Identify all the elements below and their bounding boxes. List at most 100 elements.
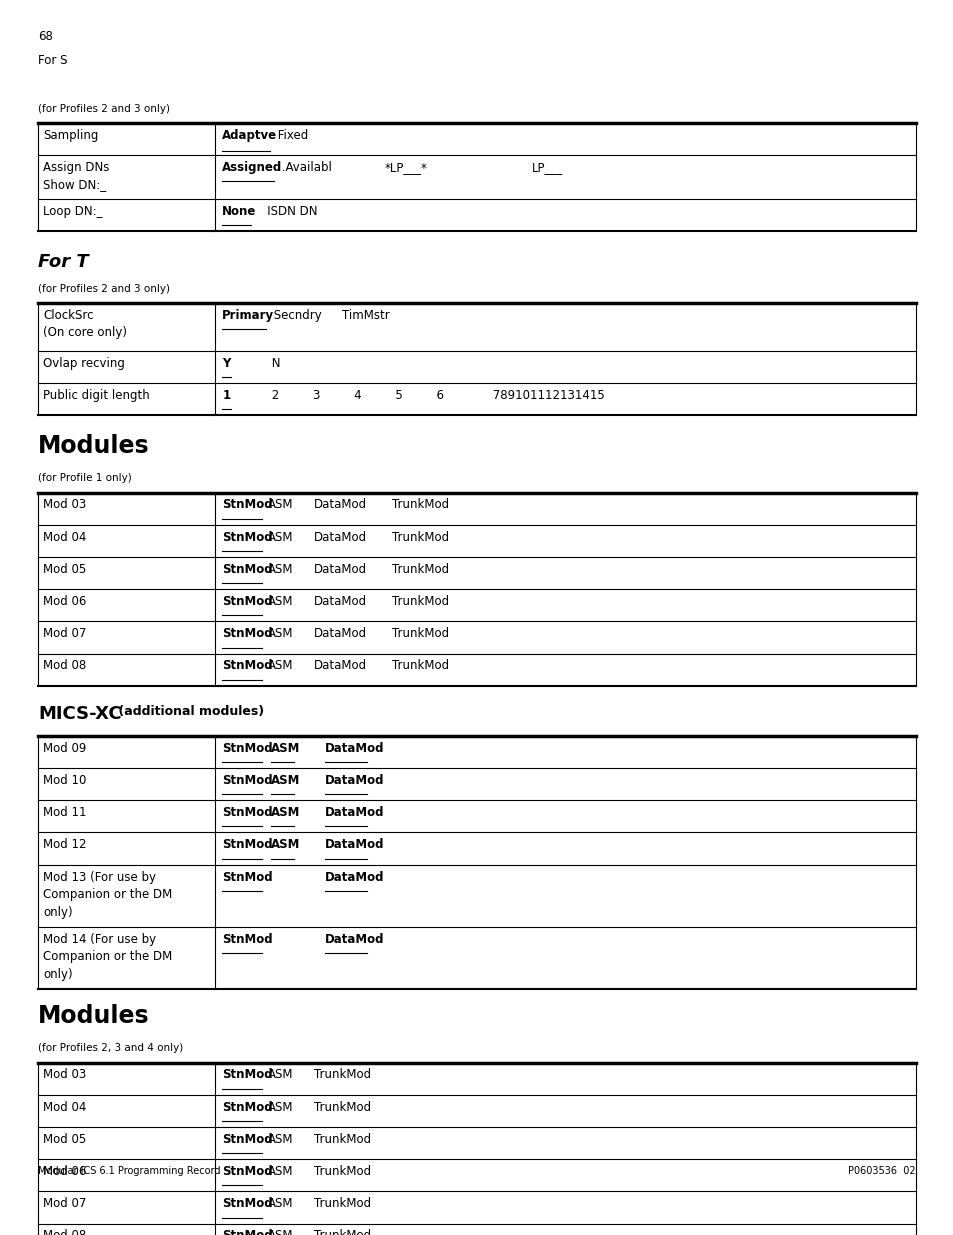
Text: (additional modules): (additional modules): [114, 705, 264, 718]
Text: DataMod: DataMod: [314, 595, 367, 608]
Text: StnMod: StnMod: [222, 563, 273, 576]
Text: MICS-XC: MICS-XC: [38, 705, 122, 722]
Text: Modular ICS 6.1 Programming Record: Modular ICS 6.1 Programming Record: [38, 1166, 220, 1176]
Text: TrunkMod: TrunkMod: [314, 1197, 371, 1210]
Text: Mod 05: Mod 05: [43, 1132, 86, 1146]
Text: 1: 1: [222, 389, 231, 401]
Text: Mod 07: Mod 07: [43, 1197, 86, 1210]
Text: Adaptve: Adaptve: [222, 128, 277, 142]
Text: StnMod: StnMod: [222, 659, 273, 673]
Text: only): only): [43, 968, 72, 982]
Text: DataMod: DataMod: [325, 742, 384, 755]
Text: Mod 08: Mod 08: [43, 1230, 86, 1235]
Text: Modules: Modules: [38, 1004, 150, 1028]
Text: Modules: Modules: [38, 433, 150, 458]
Text: Mod 07: Mod 07: [43, 627, 86, 640]
Text: StnMod: StnMod: [222, 774, 273, 787]
Text: StnMod: StnMod: [222, 499, 273, 511]
Text: only): only): [43, 906, 72, 919]
Text: StnMod: StnMod: [222, 932, 273, 946]
Text: ASM: ASM: [271, 839, 300, 851]
Text: ASM: ASM: [271, 806, 300, 819]
Text: Mod 04: Mod 04: [43, 1100, 86, 1114]
Text: Mod 03: Mod 03: [43, 499, 86, 511]
Text: DataMod: DataMod: [314, 627, 367, 640]
Text: Mod 04: Mod 04: [43, 531, 86, 543]
Text: *LP___*: *LP___*: [384, 161, 427, 174]
Text: ASM: ASM: [268, 1100, 294, 1114]
Text: P0603536  02: P0603536 02: [847, 1166, 915, 1176]
Text: Mod 14 (For use by: Mod 14 (For use by: [43, 932, 156, 946]
Text: For S: For S: [38, 53, 68, 67]
Text: Secndry: Secndry: [270, 309, 321, 322]
Text: StnMod: StnMod: [222, 1132, 273, 1146]
Text: Mod 06: Mod 06: [43, 1165, 86, 1178]
Text: ClockSrc: ClockSrc: [43, 309, 93, 322]
Text: Y: Y: [222, 357, 231, 369]
Text: DataMod: DataMod: [325, 839, 384, 851]
Text: Ovlap recving: Ovlap recving: [43, 357, 125, 369]
Text: TrunkMod: TrunkMod: [314, 1165, 371, 1178]
Text: DataMod: DataMod: [325, 806, 384, 819]
Text: For T: For T: [38, 253, 89, 270]
Text: ASM: ASM: [268, 595, 294, 608]
Text: ASM: ASM: [268, 563, 294, 576]
Text: TrunkMod: TrunkMod: [314, 1100, 371, 1114]
Text: Companion or the DM: Companion or the DM: [43, 951, 172, 963]
Text: Mod 09: Mod 09: [43, 742, 86, 755]
Text: Sampling: Sampling: [43, 128, 98, 142]
Text: TrunkMod: TrunkMod: [392, 595, 449, 608]
Text: Mod 10: Mod 10: [43, 774, 86, 787]
Text: (for Profiles 2 and 3 only): (for Profiles 2 and 3 only): [38, 104, 170, 114]
Text: Public digit length: Public digit length: [43, 389, 150, 401]
Text: StnMod: StnMod: [222, 1068, 273, 1082]
Text: DataMod: DataMod: [314, 659, 367, 673]
Text: StnMod: StnMod: [222, 871, 273, 883]
Text: Mod 06: Mod 06: [43, 595, 86, 608]
Text: TrunkMod: TrunkMod: [392, 563, 449, 576]
Text: ASM: ASM: [268, 659, 294, 673]
Text: ASM: ASM: [268, 531, 294, 543]
Text: DataMod: DataMod: [325, 774, 384, 787]
Text: TrunkMod: TrunkMod: [314, 1068, 371, 1082]
Text: StnMod: StnMod: [222, 742, 273, 755]
Text: StnMod: StnMod: [222, 1165, 273, 1178]
Text: Show DN:_: Show DN:_: [43, 178, 106, 190]
Text: Mod 12: Mod 12: [43, 839, 87, 851]
Text: (for Profiles 2 and 3 only): (for Profiles 2 and 3 only): [38, 284, 170, 294]
Text: TrunkMod: TrunkMod: [314, 1230, 371, 1235]
Text: ASM: ASM: [268, 1068, 294, 1082]
Text: 2         3         4         5         6             789101112131415: 2 3 4 5 6 789101112131415: [237, 389, 603, 401]
Text: TrunkMod: TrunkMod: [392, 531, 449, 543]
Text: ASM: ASM: [268, 499, 294, 511]
Text: StnMod: StnMod: [222, 595, 273, 608]
Text: LP___: LP___: [532, 161, 563, 174]
Text: Mod 11: Mod 11: [43, 806, 87, 819]
Text: StnMod: StnMod: [222, 627, 273, 640]
Text: Loop DN:_: Loop DN:_: [43, 205, 102, 219]
Text: ASM: ASM: [268, 1132, 294, 1146]
Text: DataMod: DataMod: [325, 932, 384, 946]
Text: Mod 08: Mod 08: [43, 659, 86, 673]
Text: None: None: [222, 205, 256, 219]
Text: ASM: ASM: [268, 627, 294, 640]
Text: DataMod: DataMod: [325, 871, 384, 883]
Text: ISDN DN: ISDN DN: [255, 205, 316, 219]
Text: TimMstr: TimMstr: [327, 309, 390, 322]
Text: DataMod: DataMod: [314, 531, 367, 543]
Text: (On core only): (On core only): [43, 326, 127, 338]
Text: ASM: ASM: [268, 1197, 294, 1210]
Text: TrunkMod: TrunkMod: [392, 499, 449, 511]
Text: Mod 05: Mod 05: [43, 563, 86, 576]
Text: StnMod: StnMod: [222, 531, 273, 543]
Text: 68: 68: [38, 30, 53, 43]
Text: StnMod: StnMod: [222, 1100, 273, 1114]
Text: Assign DNs: Assign DNs: [43, 161, 110, 174]
Text: Mod 13 (For use by: Mod 13 (For use by: [43, 871, 155, 883]
Text: DataMod: DataMod: [314, 499, 367, 511]
Text: StnMod: StnMod: [222, 1197, 273, 1210]
Text: Assigned: Assigned: [222, 161, 282, 174]
Text: Primary: Primary: [222, 309, 274, 322]
Text: Fixed: Fixed: [274, 128, 308, 142]
Text: (for Profile 1 only): (for Profile 1 only): [38, 473, 132, 483]
